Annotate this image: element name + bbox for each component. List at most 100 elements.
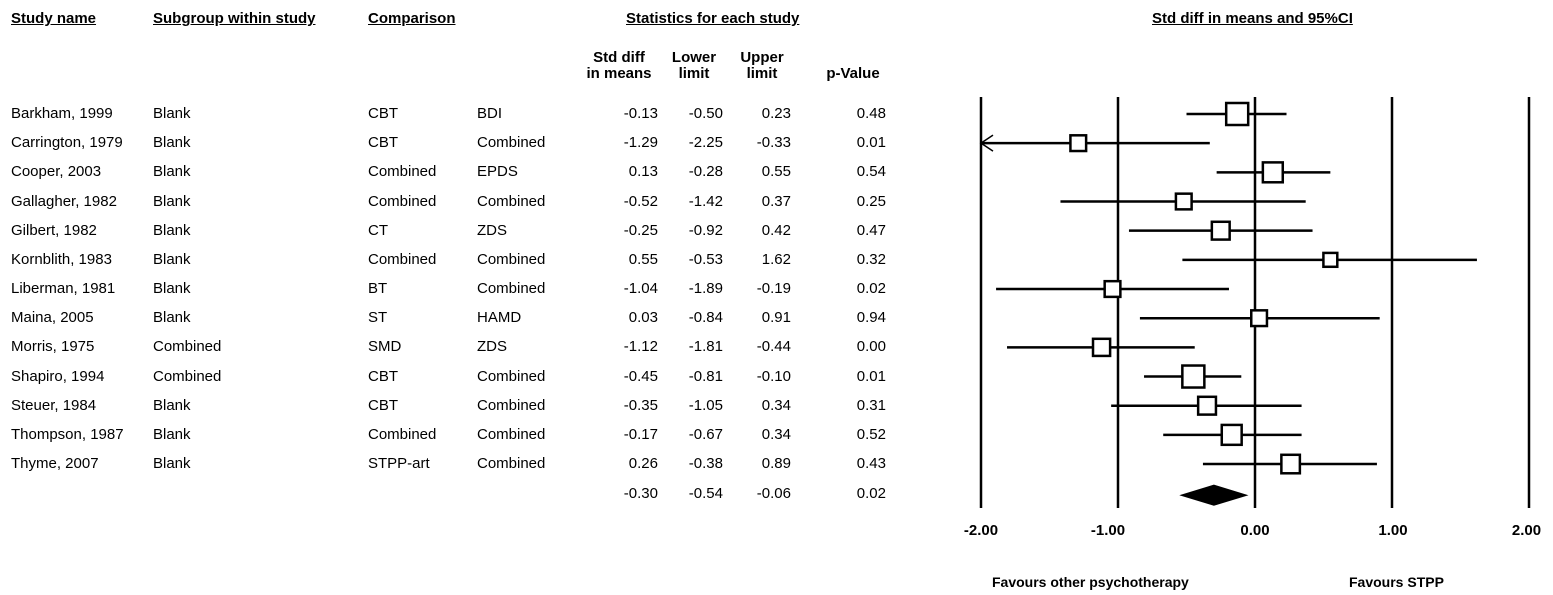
cell-study-name: Gallagher, 1982 bbox=[11, 192, 117, 210]
cell-subgroup: Blank bbox=[153, 134, 191, 152]
cell-outcome: Combined bbox=[477, 367, 546, 385]
cell-std-diff: -0.13 bbox=[623, 105, 658, 122]
cell-lower-limit: -1.42 bbox=[688, 192, 723, 210]
cell-std-diff: -0.17 bbox=[623, 425, 658, 443]
cell-p-value: 0.31 bbox=[856, 396, 886, 414]
cell-upper-limit: -0.19 bbox=[756, 280, 791, 298]
summary-p-value: 0.02 bbox=[856, 485, 886, 502]
cell-p-value: 0.52 bbox=[856, 425, 886, 443]
cell-std-diff: -0.35 bbox=[623, 396, 658, 414]
cell-comparison: SMD bbox=[368, 338, 402, 356]
effect-square bbox=[1069, 134, 1088, 153]
summary-diamond bbox=[1179, 484, 1249, 506]
subheader-p-value: p-Value bbox=[826, 65, 880, 82]
header-forest-plot: Std diff in means and 95%CI bbox=[1152, 10, 1353, 27]
cell-comparison: CBT bbox=[368, 396, 398, 414]
cell-upper-limit: 0.91 bbox=[761, 309, 791, 327]
cell-p-value: 0.02 bbox=[856, 280, 886, 298]
cell-lower-limit: -0.28 bbox=[688, 163, 723, 181]
cell-subgroup: Blank bbox=[153, 250, 191, 268]
cell-outcome: Combined bbox=[477, 396, 546, 414]
summary-smd: -0.30 bbox=[623, 485, 658, 502]
effect-square bbox=[1224, 101, 1250, 127]
cell-outcome: ZDS bbox=[477, 221, 507, 239]
cell-study-name: Steuer, 1984 bbox=[11, 396, 97, 414]
cell-upper-limit: -0.10 bbox=[756, 367, 791, 385]
cell-study-name: Thompson, 1987 bbox=[11, 425, 124, 443]
cell-upper-limit: 0.34 bbox=[761, 425, 791, 443]
cell-p-value: 0.01 bbox=[856, 134, 886, 152]
cell-outcome: Combined bbox=[477, 455, 546, 473]
favours-right-label: Favours STPP bbox=[1349, 574, 1444, 590]
cell-lower-limit: -0.50 bbox=[688, 105, 723, 122]
cell-subgroup: Blank bbox=[153, 221, 191, 239]
cell-p-value: 0.32 bbox=[856, 250, 886, 268]
header-statistics: Statistics for each study bbox=[626, 10, 800, 27]
cell-p-value: 0.94 bbox=[856, 309, 886, 327]
cell-upper-limit: 1.62 bbox=[761, 250, 791, 268]
effect-square bbox=[1103, 279, 1122, 299]
cell-subgroup: Blank bbox=[153, 396, 191, 414]
cell-std-diff: -0.25 bbox=[623, 221, 658, 239]
effect-square bbox=[1261, 161, 1285, 184]
cell-subgroup: Combined bbox=[153, 338, 222, 356]
cell-comparison: Combined bbox=[368, 163, 437, 181]
cell-subgroup: Blank bbox=[153, 105, 191, 122]
effect-square bbox=[1322, 251, 1339, 269]
cell-comparison: ST bbox=[368, 309, 388, 327]
subheader-upper-limit: Upper limit bbox=[740, 49, 784, 82]
cell-study-name: Thyme, 2007 bbox=[11, 455, 99, 473]
cell-outcome: EPDS bbox=[477, 163, 518, 181]
cell-study-name: Morris, 1975 bbox=[11, 338, 95, 356]
tick-label-neg1: -1.00 bbox=[1090, 522, 1126, 539]
cell-subgroup: Combined bbox=[153, 367, 222, 385]
cell-lower-limit: -0.84 bbox=[688, 309, 723, 327]
subheader-std-diff: Std diff in means bbox=[586, 49, 652, 82]
cell-std-diff: -0.45 bbox=[623, 367, 658, 385]
ci-arrow bbox=[979, 134, 994, 152]
cell-study-name: Liberman, 1981 bbox=[11, 280, 116, 298]
tick-label-1: 1.00 bbox=[1378, 522, 1408, 539]
cell-std-diff: -1.04 bbox=[623, 280, 658, 298]
cell-std-diff: -0.52 bbox=[623, 192, 658, 210]
cell-upper-limit: -0.33 bbox=[756, 134, 791, 152]
cell-p-value: 0.25 bbox=[856, 192, 886, 210]
cell-study-name: Carrington, 1979 bbox=[11, 134, 123, 152]
subheader-lower-limit: Lower limit bbox=[671, 49, 717, 82]
cell-upper-limit: 0.37 bbox=[761, 192, 791, 210]
cell-outcome: Combined bbox=[477, 250, 546, 268]
cell-p-value: 0.00 bbox=[856, 338, 886, 356]
summary-lower: -0.54 bbox=[688, 485, 723, 502]
effect-square bbox=[1250, 309, 1269, 328]
effect-square bbox=[1174, 192, 1193, 211]
effect-square bbox=[1196, 395, 1218, 416]
cell-std-diff: 0.03 bbox=[628, 309, 658, 327]
cell-study-name: Gilbert, 1982 bbox=[11, 221, 97, 239]
cell-subgroup: Blank bbox=[153, 425, 191, 443]
cell-study-name: Shapiro, 1994 bbox=[11, 367, 105, 385]
effect-square bbox=[1210, 220, 1231, 241]
cell-comparison: Combined bbox=[368, 192, 437, 210]
cell-subgroup: Blank bbox=[153, 280, 191, 298]
cell-lower-limit: -0.81 bbox=[688, 367, 723, 385]
cell-std-diff: 0.55 bbox=[628, 250, 658, 268]
effect-square bbox=[1220, 423, 1243, 447]
cell-p-value: 0.48 bbox=[856, 105, 886, 122]
cell-upper-limit: 0.42 bbox=[761, 221, 791, 239]
effect-square bbox=[1280, 453, 1302, 475]
cell-comparison: CBT bbox=[368, 367, 398, 385]
cell-outcome: Combined bbox=[477, 134, 546, 152]
cell-lower-limit: -1.05 bbox=[688, 396, 723, 414]
header-comparison: Comparison bbox=[368, 10, 456, 27]
cell-upper-limit: 0.89 bbox=[761, 455, 791, 473]
cell-lower-limit: -1.89 bbox=[688, 280, 723, 298]
cell-std-diff: -1.29 bbox=[623, 134, 658, 152]
cell-p-value: 0.47 bbox=[856, 221, 886, 239]
cell-p-value: 0.54 bbox=[856, 163, 886, 181]
tick-label-neg2: -2.00 bbox=[963, 522, 999, 539]
cell-lower-limit: -2.25 bbox=[688, 134, 723, 152]
cell-outcome: BDI bbox=[477, 105, 503, 122]
cell-comparison: CT bbox=[368, 221, 388, 239]
cell-lower-limit: -0.67 bbox=[688, 425, 723, 443]
